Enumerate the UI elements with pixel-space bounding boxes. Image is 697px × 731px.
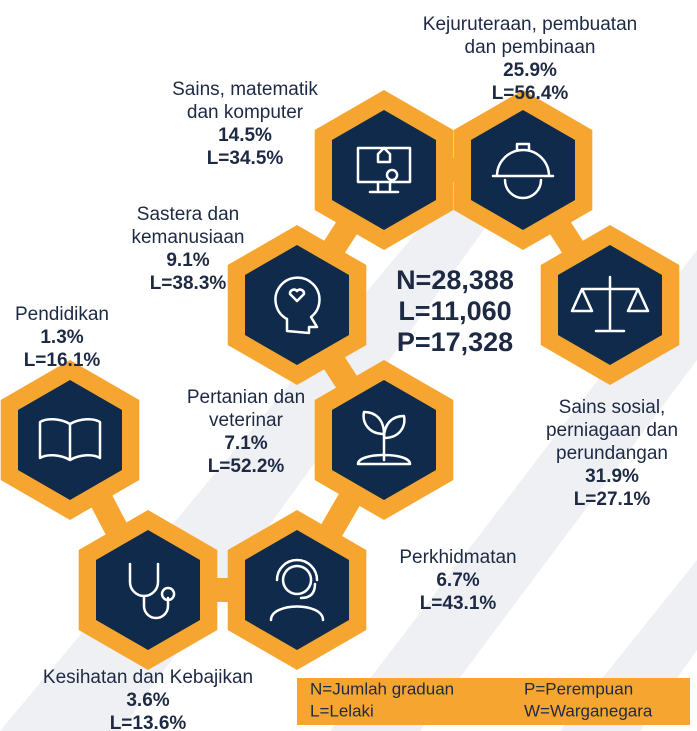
icon-shape [356,146,412,194]
icon-shape [570,275,650,333]
total: N=28,388 [396,265,514,295]
node-label: Sains, matematik [172,79,318,100]
node-label: Sains sosial, [559,397,666,418]
icon [491,142,555,200]
icon [356,146,412,194]
hexagon [96,530,200,650]
node-label: Perkhidmatan [399,547,516,568]
node-label: perniagaan dan [546,420,678,441]
hexagon [471,110,575,230]
icon [274,276,321,335]
legend-item: L=Lelaki [310,701,374,720]
node-label: Pendidikan [15,304,109,325]
node-percent: 31.9% [585,466,639,487]
icon [269,558,325,622]
icon-shape [128,562,176,620]
node-percent: 6.7% [436,570,479,591]
node-label: kemanusiaan [131,227,244,248]
node-male: L=27.1% [574,489,651,510]
node-percent: 1.3% [40,327,83,348]
icon-shape [38,418,102,462]
icon-shape [491,142,555,200]
node-label: Sastera dan [137,204,239,225]
node-label: Kejuruteraan, pembuatan [423,14,637,35]
node-percent: 14.5% [218,125,272,146]
icon-shape [356,410,412,466]
node-label: dan pembinaan [465,37,596,58]
node-male: L=43.1% [420,593,497,614]
legend-item: N=Jumlah graduan [310,679,454,698]
hexagon [245,245,349,365]
legend-item: W=Warganegara [524,701,653,720]
node-label: veterinar [209,410,284,431]
node-male: L=56.4% [492,83,569,104]
node-male: L=16.1% [24,350,101,371]
node-label: Pertanian dan [187,387,305,408]
total: P=17,328 [397,327,513,357]
node-male: L=34.5% [207,148,284,169]
legend-item: P=Perempuan [524,679,633,698]
icon [356,410,412,466]
node-male: L=13.6% [110,713,187,731]
icon [128,562,176,620]
total: L=11,060 [398,296,511,326]
icon-shape [274,276,321,335]
node-label: Kesihatan dan Kebajikan [43,667,253,688]
legend-box [297,678,690,725]
node-label: dan komputer [187,102,304,123]
icon [570,275,650,333]
hexagon [332,110,436,230]
node-percent: 7.1% [224,433,267,454]
icon [38,418,102,462]
node-male: L=38.3% [150,273,227,294]
node-percent: 9.1% [166,250,209,271]
node-percent: 3.6% [126,690,169,711]
node-percent: 25.9% [503,60,557,81]
icon-shape [269,558,325,622]
node-male: L=52.2% [208,456,285,477]
node-label: perundangan [556,443,668,464]
